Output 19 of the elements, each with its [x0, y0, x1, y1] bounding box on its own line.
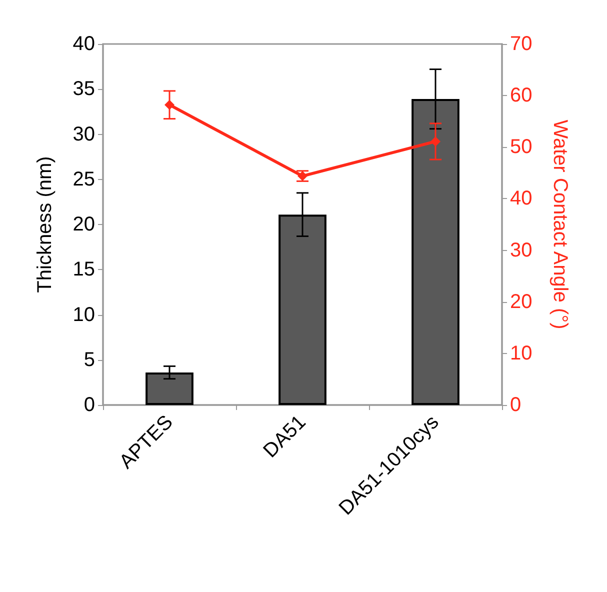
y2-axis-title: Water Contact Angle (°)	[549, 120, 571, 330]
y-tick-label: 10	[72, 304, 95, 326]
y2-tick-label: 60	[510, 84, 532, 107]
y-tick-label: 0	[84, 394, 95, 416]
y-tick-label: 20	[72, 214, 95, 236]
y2-tick-label: 10	[510, 342, 532, 364]
y-tick-label: 40	[72, 33, 95, 55]
y-tick-label: 30	[72, 123, 95, 146]
y2-tick-label: 30	[510, 239, 532, 262]
y-tick-label: 5	[84, 348, 95, 371]
y2-tick-label: 0	[510, 394, 522, 416]
y-axis-title: Thickness (nm)	[34, 156, 56, 293]
y2-tick-label: 40	[510, 188, 532, 210]
y-tick-label: 15	[72, 258, 95, 281]
y-tick-label: 35	[72, 78, 95, 100]
y2-tick-label: 70	[510, 33, 532, 55]
y2-tick-label: 20	[510, 290, 532, 313]
y2-tick-label: 50	[510, 136, 532, 158]
y-tick-label: 25	[72, 168, 95, 190]
